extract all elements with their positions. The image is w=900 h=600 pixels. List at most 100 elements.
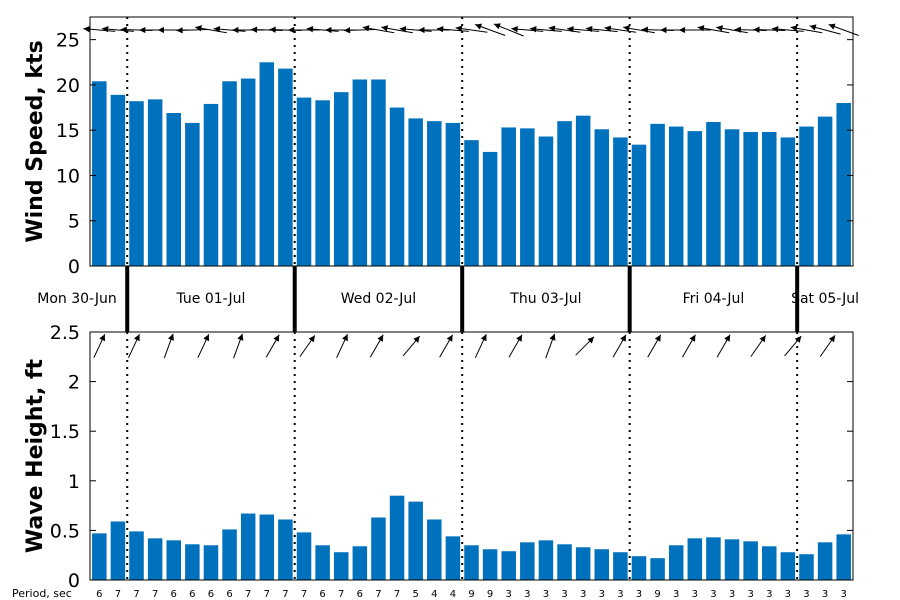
period-value: 7	[282, 589, 288, 600]
wind-direction-arrowhead	[325, 26, 332, 34]
wind-ytick-label: 20	[56, 75, 80, 97]
wave-direction-arrowhead	[480, 334, 487, 342]
wind-direction-arrowhead	[475, 23, 483, 30]
wave-direction-arrowhead	[724, 334, 731, 342]
wind-bar	[575, 115, 591, 266]
wind-direction-arrowhead	[436, 25, 444, 33]
wind-direction-arrowhead	[697, 25, 705, 32]
wave-direction-arrowhead	[237, 333, 244, 341]
day-label: Wed 02-Jul	[341, 291, 417, 307]
wind-direction-arrowhead	[604, 25, 612, 32]
wind-bar	[594, 129, 610, 266]
wave-bar	[92, 533, 107, 580]
period-value: 3	[692, 589, 698, 600]
period-value: 6	[96, 589, 102, 600]
wind-direction-arrowhead	[753, 26, 760, 33]
period-value: 6	[319, 589, 325, 600]
wave-bar	[315, 545, 330, 580]
period-value: 7	[115, 589, 121, 600]
wave-bar	[371, 517, 386, 580]
period-value: 6	[171, 589, 177, 600]
wind-bar	[110, 94, 126, 267]
wave-bar	[520, 542, 535, 580]
wind-bar	[445, 122, 461, 267]
wind-direction-arrowhead	[343, 27, 351, 34]
wind-bar	[427, 121, 442, 266]
wind-y-axis-label: Wind Speed, kts	[23, 40, 48, 242]
wave-direction-arrowhead	[794, 336, 802, 343]
wind-bar	[650, 123, 665, 267]
wind-bar	[278, 68, 293, 267]
wave-direction-arrowhead	[133, 334, 140, 342]
wind-direction-arrowhead	[771, 25, 779, 33]
wind-bar	[613, 137, 628, 266]
period-value: 3	[785, 589, 791, 600]
wind-direction-arrowhead	[529, 25, 537, 33]
day-label: Thu 03-Jul	[509, 291, 581, 307]
period-value: 6	[357, 589, 363, 600]
wave-direction-arrowhead	[167, 333, 174, 341]
wind-bar	[166, 112, 182, 266]
period-value: 3	[524, 589, 530, 600]
wind-bar	[129, 101, 144, 266]
period-value: 3	[673, 589, 679, 600]
wave-direction-arrowhead	[413, 336, 420, 343]
wind-bar	[706, 122, 721, 266]
wind-direction-arrowhead	[232, 26, 239, 34]
wave-direction-arrowhead	[587, 336, 595, 344]
period-value: 3	[506, 589, 512, 600]
wind-direction-arrowhead	[381, 25, 388, 32]
wind-bar	[296, 97, 312, 267]
day-label: Sat 05-Jul	[791, 291, 859, 307]
wave-direction-arrowhead	[377, 334, 384, 342]
wave-bar	[185, 544, 200, 580]
wind-direction-arrowhead	[511, 25, 518, 33]
wave-bar	[482, 549, 498, 580]
period-value: 3	[543, 589, 549, 600]
wind-direction-arrowhead	[120, 26, 127, 33]
wave-bar	[817, 542, 833, 580]
wave-ytick-label: 2.5	[50, 322, 80, 344]
period-value: 4	[450, 589, 456, 600]
wave-bar	[724, 539, 740, 580]
period-value: 7	[245, 589, 251, 600]
wave-bar	[668, 545, 684, 580]
wind-bar	[817, 116, 833, 266]
wave-direction-arrowhead	[759, 335, 766, 343]
wind-direction-arrowhead	[455, 25, 463, 32]
wind-ytick-label: 25	[56, 30, 80, 52]
wind-direction-arrowhead	[288, 26, 295, 34]
wind-direction-arrowhead	[716, 25, 723, 32]
wind-direction-arrowhead	[83, 25, 90, 33]
wave-direction-arrowhead	[342, 334, 348, 342]
wind-bar	[240, 78, 256, 266]
wind-bar	[92, 81, 107, 267]
wave-bar	[333, 552, 349, 580]
wind-direction-arrowhead	[176, 27, 183, 34]
wind-bar	[352, 79, 368, 266]
wave-bar	[538, 540, 554, 580]
wind-direction-arrowhead	[548, 25, 556, 32]
wind-ytick-label: 0	[68, 256, 80, 278]
period-value: 3	[766, 589, 772, 600]
wave-ytick-label: 0	[68, 570, 80, 592]
wave-axes-frame	[89, 331, 854, 581]
wind-bar	[222, 81, 237, 267]
period-value: 7	[264, 589, 270, 600]
wave-bar	[408, 501, 423, 580]
day-label: Mon 30-Jun	[37, 291, 117, 307]
wave-bar	[631, 556, 647, 580]
wave-direction-arrowhead	[273, 334, 280, 342]
wind-bar	[185, 122, 200, 267]
period-value: 7	[301, 589, 307, 600]
wind-direction-arrowhead	[567, 25, 574, 33]
period-value: 3	[710, 589, 716, 600]
wind-bar	[147, 99, 163, 266]
wind-bar	[538, 136, 554, 266]
period-value: 3	[841, 589, 847, 600]
wind-bar	[557, 121, 572, 266]
wind-ytick-label: 15	[56, 120, 80, 142]
wind-bar	[259, 62, 275, 266]
